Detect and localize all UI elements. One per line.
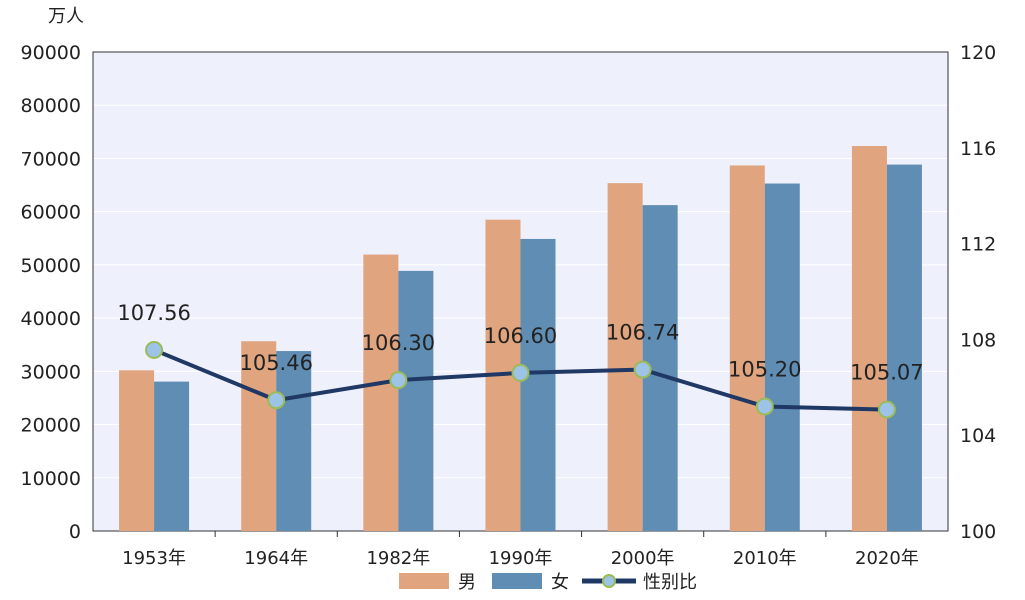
- marker-sex-ratio: [389, 371, 408, 390]
- legend-label-sex-ratio: 性别比: [643, 572, 697, 593]
- y-right-tick-label: 100: [960, 521, 996, 543]
- y-left-tick-label: 50000: [21, 255, 81, 277]
- data-label: 106.30: [362, 331, 435, 355]
- y-left-tick-label: 40000: [21, 308, 81, 330]
- bar-female: [520, 238, 556, 531]
- legend-label-female: 女: [551, 572, 569, 593]
- marker-sex-ratio: [267, 391, 286, 410]
- data-label: 106.60: [484, 324, 557, 348]
- legend-swatch-female: [492, 573, 542, 589]
- x-tick-label: 1990年: [489, 548, 553, 569]
- bar-male: [851, 146, 887, 531]
- bar-female: [886, 164, 922, 532]
- y-left-tick-label: 20000: [21, 415, 81, 437]
- x-tick-label: 2020年: [855, 548, 919, 569]
- data-label: 105.46: [239, 351, 312, 375]
- bar-female: [276, 351, 312, 531]
- y-right-tick-label: 120: [960, 42, 996, 64]
- data-label: 107.56: [117, 301, 190, 325]
- marker-sex-ratio: [877, 400, 896, 419]
- y-left-axis-label: 万人: [48, 6, 84, 27]
- legend-label-male: 男: [458, 572, 476, 593]
- marker-sex-ratio: [511, 363, 530, 382]
- bar-male: [363, 254, 399, 531]
- y-left-tick-label: 10000: [21, 468, 81, 490]
- y-left-tick-label: 30000: [21, 361, 81, 383]
- x-tick-label: 1953年: [122, 548, 186, 569]
- x-tick-label: 2000年: [611, 548, 675, 569]
- legend-swatch-male: [399, 573, 449, 589]
- x-tick-label: 1982年: [366, 548, 430, 569]
- bar-female: [398, 270, 434, 531]
- marker-sex-ratio: [755, 397, 774, 416]
- data-label: 105.20: [728, 357, 801, 381]
- bar-female: [154, 381, 190, 531]
- legend-marker-sex-ratio: [602, 574, 616, 588]
- y-right-tick-label: 104: [960, 425, 996, 447]
- bar-male: [607, 183, 643, 531]
- bar-male: [729, 165, 765, 531]
- y-left-tick-label: 80000: [21, 95, 81, 117]
- y-right-tick-label: 116: [960, 138, 996, 160]
- y-left-tick-label: 90000: [21, 42, 81, 64]
- x-tick-label: 1964年: [244, 548, 308, 569]
- data-label: 105.07: [850, 361, 923, 385]
- y-left-tick-label: 0: [69, 521, 81, 543]
- bar-male: [241, 341, 277, 531]
- y-right-tick-label: 112: [960, 234, 996, 256]
- x-tick-label: 2010年: [733, 548, 797, 569]
- marker-sex-ratio: [633, 360, 652, 379]
- y-right-tick-label: 108: [960, 329, 996, 351]
- bar-female: [764, 183, 800, 531]
- marker-sex-ratio: [145, 340, 164, 359]
- bar-male: [119, 370, 155, 531]
- y-left-tick-label: 70000: [21, 148, 81, 170]
- y-left-tick-label: 60000: [21, 202, 81, 224]
- data-label: 106.74: [606, 321, 679, 345]
